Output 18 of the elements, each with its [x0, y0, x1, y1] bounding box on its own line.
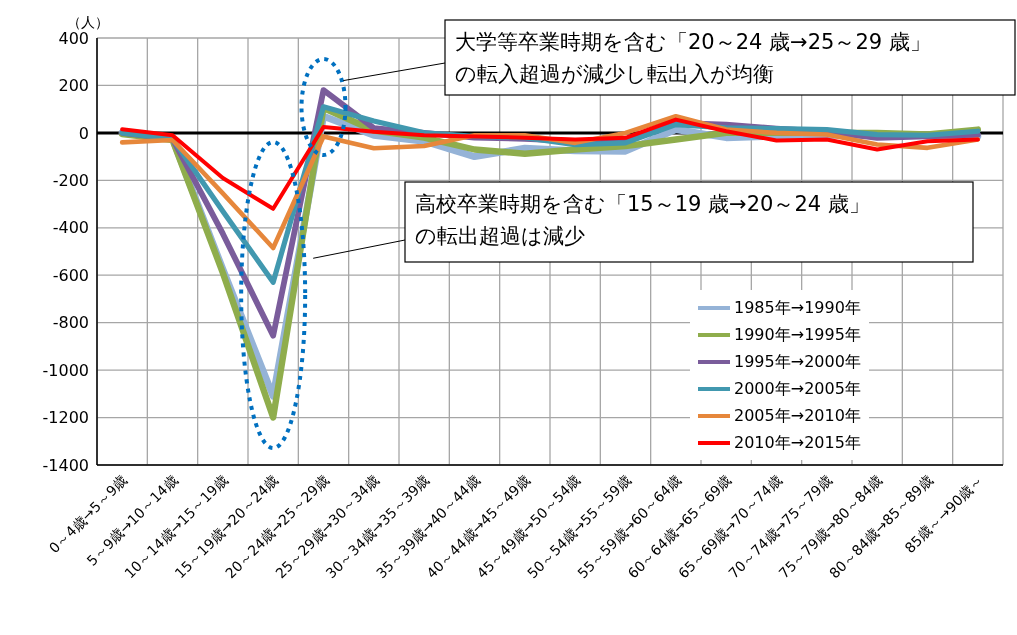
y-tick-label: -1000: [42, 360, 89, 380]
y-tick-label: -200: [52, 171, 89, 191]
y-tick-label: 200: [58, 76, 89, 96]
legend-label: 2005年→2010年: [734, 405, 861, 427]
y-tick-label: -600: [52, 265, 89, 285]
y-tick-label: -1200: [42, 408, 89, 428]
y-tick-label: -800: [52, 313, 89, 333]
y-tick-label: -400: [52, 218, 89, 238]
y-axis-title: （人）: [67, 14, 109, 32]
legend-label: 1990年→1995年: [734, 324, 861, 346]
legend-label: 1995年→2000年: [734, 351, 861, 373]
legend-label: 1985年→1990年: [734, 297, 861, 319]
y-tick-label: -1400: [42, 455, 89, 475]
y-tick-label: 0: [78, 123, 89, 143]
annotation: 大学等卒業時期を含む「20～24 歳→25～29 歳」の転入超過が減少し転出入が均衡: [455, 30, 931, 86]
legend-label: 2010年→2015年: [734, 432, 861, 454]
legend-label: 2000年→2005年: [734, 378, 861, 400]
annotation: 高校卒業時期を含む「15～19 歳→20～24 歳」の転出超過は減少: [415, 192, 870, 248]
